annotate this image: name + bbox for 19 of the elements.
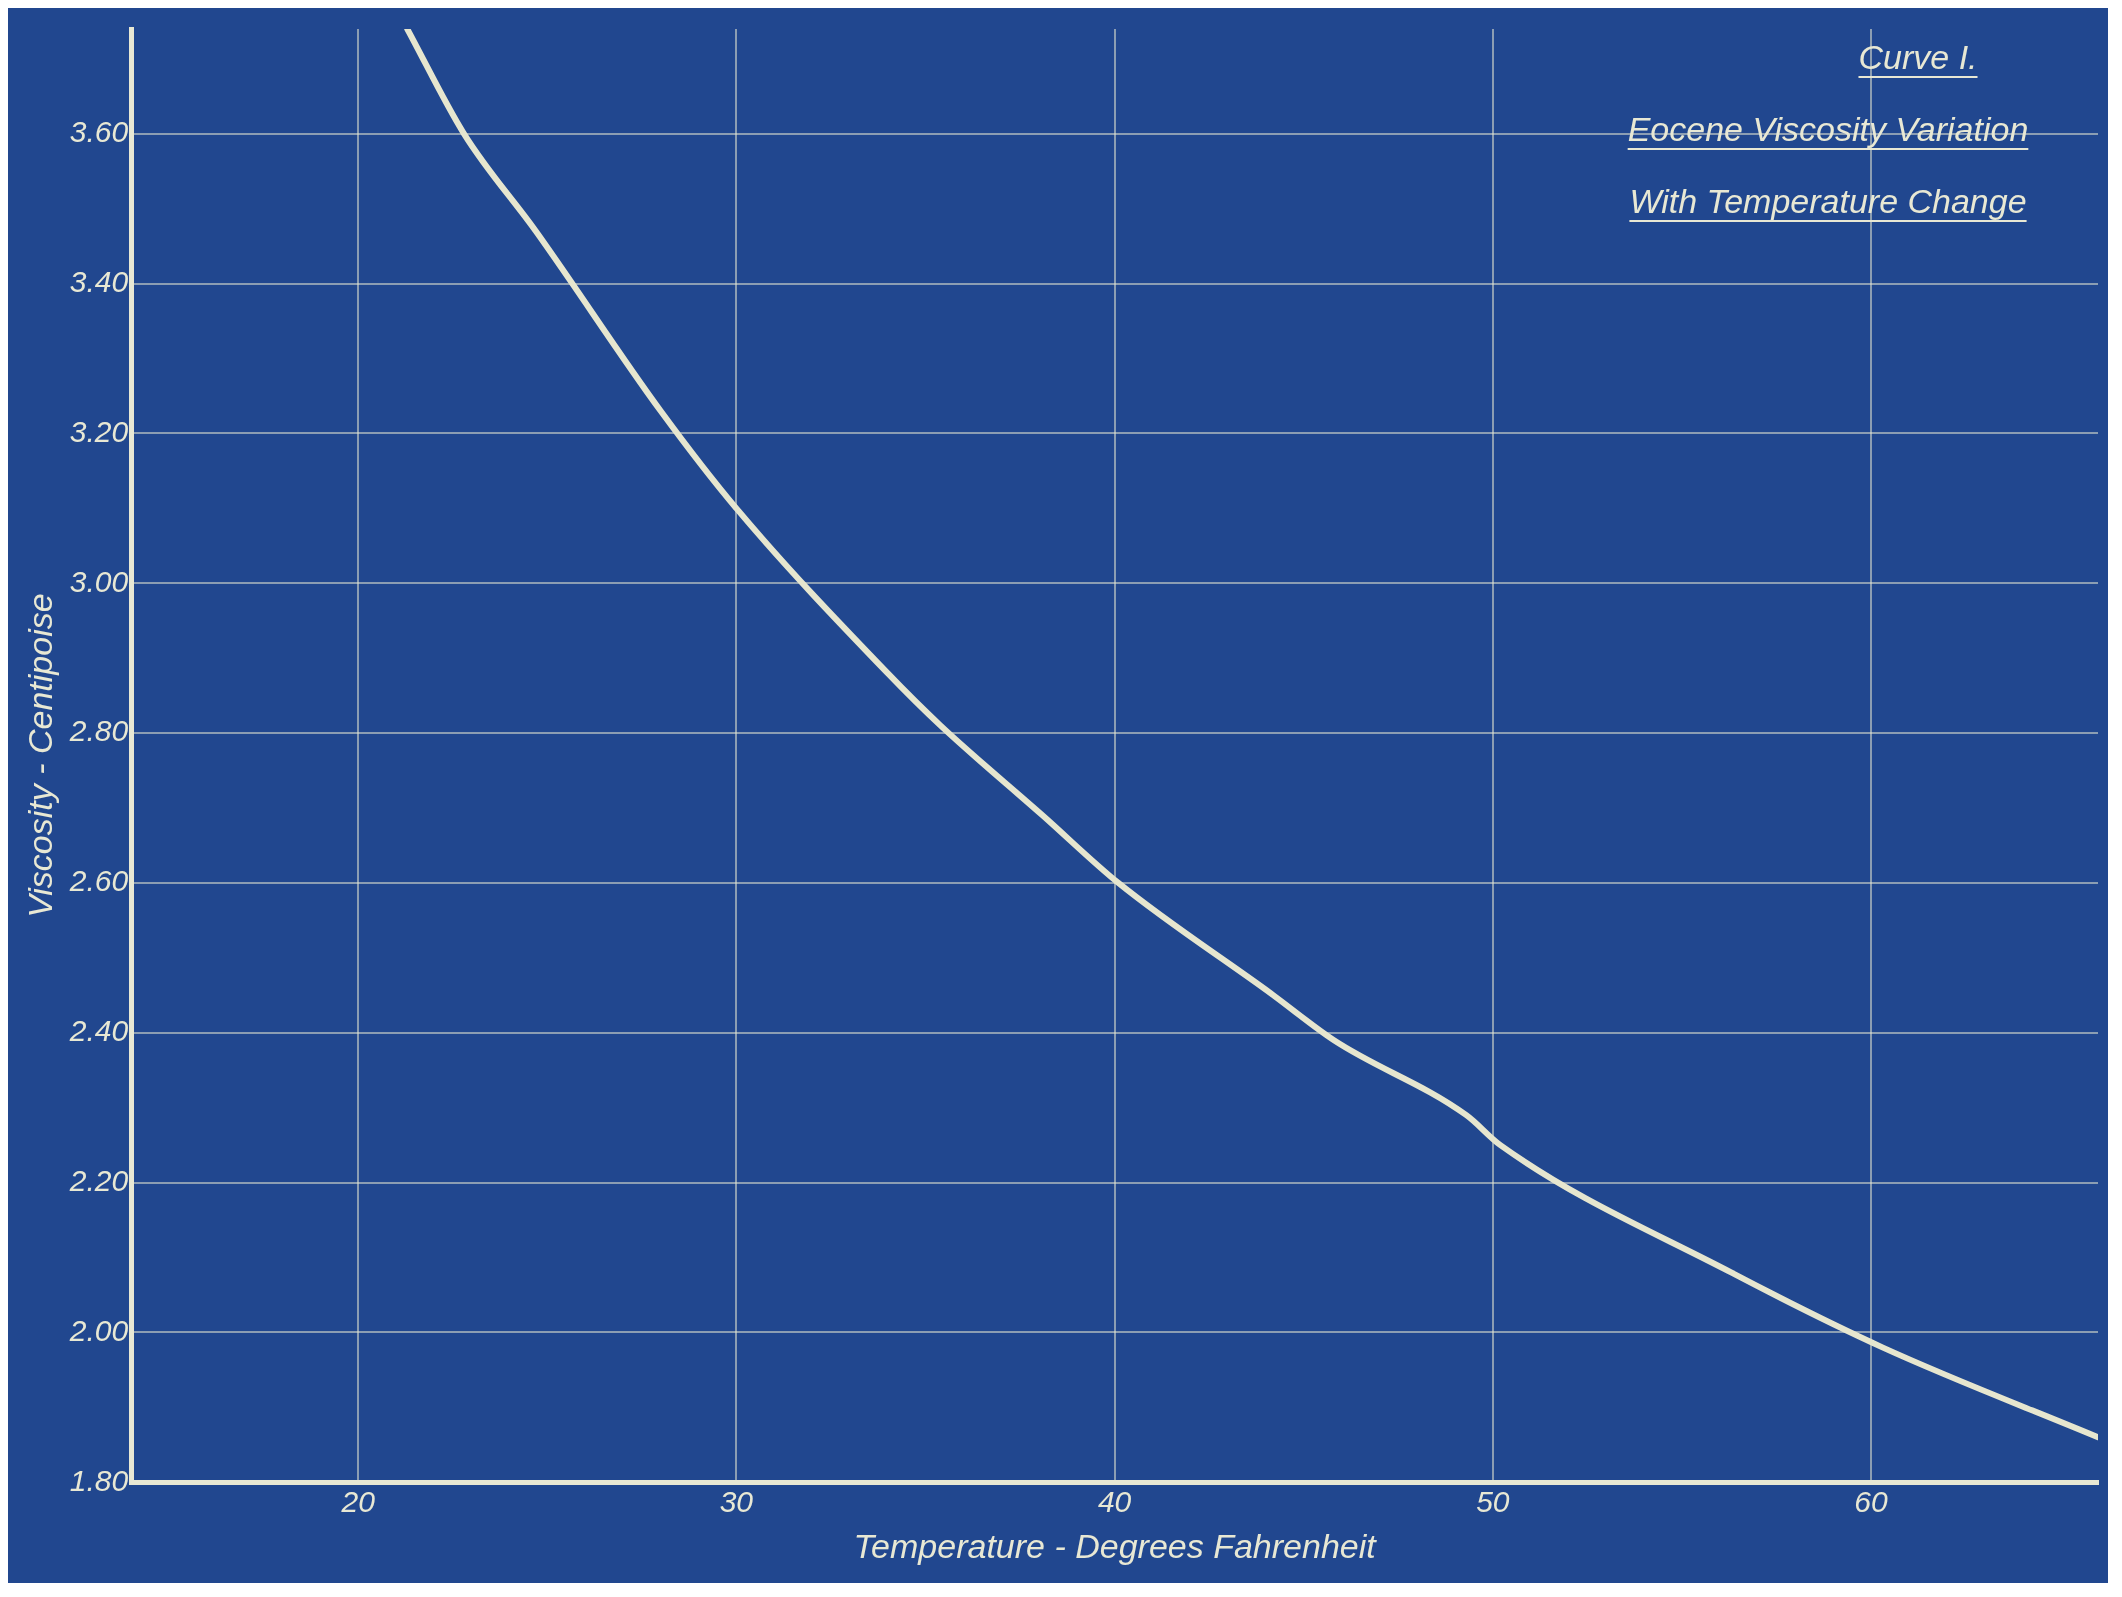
x-axis-title: Temperature - Degrees Fahrenheit	[853, 1527, 1378, 1566]
y-tick-label: 3.40	[69, 265, 129, 299]
y-tick-label: 3.00	[69, 564, 129, 598]
y-tick-label: 3.20	[69, 414, 129, 448]
text: Eocene Viscosity Variation With Temperature Change	[1627, 110, 2029, 220]
x-tick-label: 50	[1476, 1484, 1510, 1518]
x-tick-label: 20	[340, 1484, 376, 1518]
y-tick-label: 2.80	[68, 714, 129, 748]
y-tick-label: 1.80	[69, 1463, 129, 1497]
y-tick-label: 2.60	[68, 864, 129, 898]
y-tick-label: 2.00	[68, 1313, 129, 1347]
y-tick-label: 2.40	[68, 1014, 129, 1048]
y-axis-title: Viscosity - Centipoise	[20, 593, 59, 918]
x-tick-label: 60	[1854, 1484, 1889, 1518]
y-tick-label: 3.60	[69, 115, 129, 149]
x-tick-label: 40	[1097, 1484, 1132, 1518]
y-tick-label: 2.20	[68, 1163, 129, 1197]
chart-title: Curve I.	[1858, 38, 1978, 76]
x-tick-label: 30	[719, 1484, 754, 1518]
